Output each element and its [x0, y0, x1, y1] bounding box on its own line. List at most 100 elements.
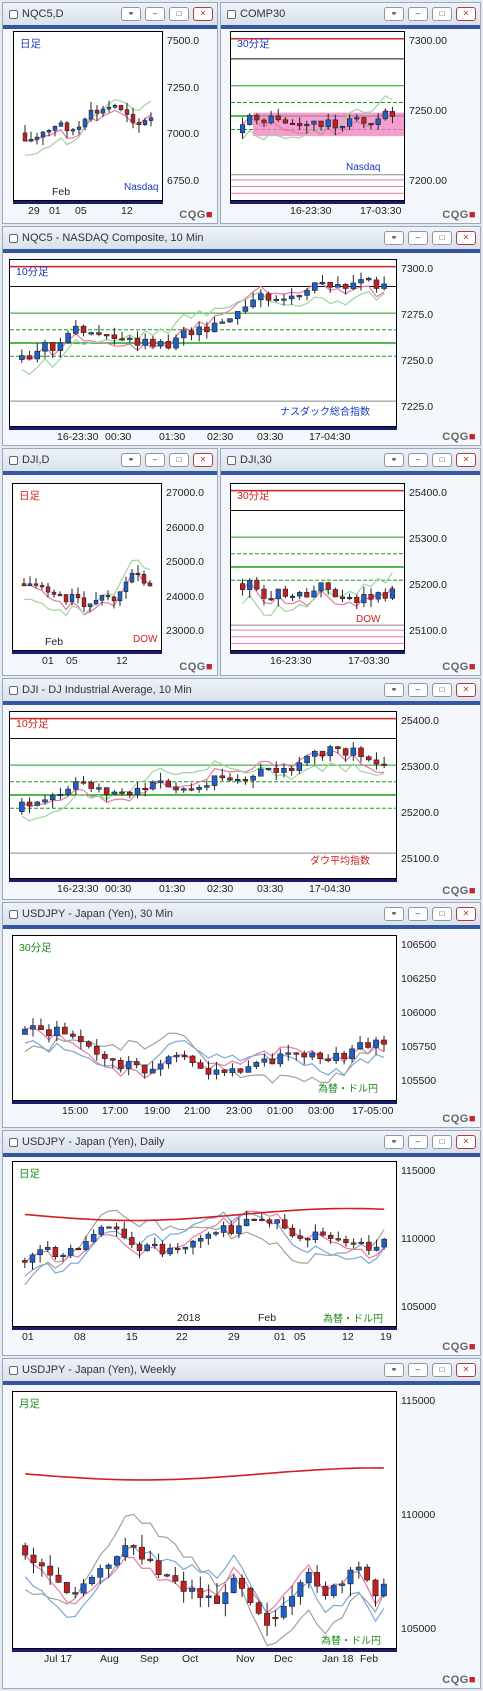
chart-window-nqc5_10[interactable]: NQC5 - NASDAQ Composite, 10 Min ⚭ ‒ □ ✕ 10分足ナ…	[2, 226, 481, 446]
window-titlebar[interactable]: NQC5 - NASDAQ Composite, 10 Min ⚭ ‒ □ ✕	[3, 227, 480, 249]
y-axis-label: 7300.0	[401, 263, 434, 275]
chart-plot-area[interactable]: 30分足 Nasdaq	[230, 31, 405, 201]
close-button[interactable]: ✕	[193, 7, 213, 21]
chart-window-usdjpy30[interactable]: USDJPY - Japan (Yen), 30 Min ⚭ ‒ □ ✕ 30分足 為替・ド…	[2, 902, 481, 1128]
candle	[172, 1575, 179, 1582]
candle	[258, 293, 264, 301]
minimize-button[interactable]: ‒	[408, 453, 428, 467]
candle	[297, 1235, 303, 1239]
candle	[293, 1052, 300, 1055]
candle	[365, 278, 372, 281]
maximize-button[interactable]: □	[169, 453, 189, 467]
candle	[245, 1066, 252, 1073]
maximize-button[interactable]: □	[169, 7, 189, 21]
candle	[296, 762, 303, 771]
candle	[125, 1061, 132, 1069]
candle	[364, 1566, 371, 1581]
candle	[264, 1613, 271, 1626]
minimize-button[interactable]: ‒	[408, 231, 428, 245]
maximize-button[interactable]: □	[432, 1363, 452, 1377]
maximize-button[interactable]: □	[432, 231, 452, 245]
candle	[81, 597, 87, 607]
maximize-button[interactable]: □	[432, 683, 452, 697]
window-titlebar[interactable]: DJI - DJ Industrial Average, 10 Min ⚭ ‒ □ ✕	[3, 679, 480, 701]
close-button[interactable]: ✕	[456, 683, 476, 697]
close-button[interactable]: ✕	[456, 231, 476, 245]
minimize-button[interactable]: ‒	[408, 907, 428, 921]
candle	[389, 111, 396, 117]
minimize-button[interactable]: ‒	[145, 453, 165, 467]
window-icon	[9, 1137, 18, 1147]
window-titlebar[interactable]: USDJPY - Japan (Yen), 30 Min ⚭ ‒ □ ✕	[3, 903, 480, 925]
chart-plot-area[interactable]: 日足 為替・ドル円 2018 Feb	[12, 1161, 397, 1327]
candle	[304, 123, 310, 127]
link-icon[interactable]: ⚭	[384, 231, 404, 245]
chart-window-nqc5d[interactable]: NQC5,D ⚭ ‒ □ ✕ 日足 Nasdaq Feb 7500.0 7250.0 7000.0 6…	[2, 2, 218, 224]
link-icon[interactable]: ⚭	[384, 7, 404, 21]
close-button[interactable]: ✕	[456, 907, 476, 921]
link-icon[interactable]: ⚭	[121, 7, 141, 21]
candle	[358, 747, 364, 758]
close-button[interactable]: ✕	[193, 453, 213, 467]
window-titlebar[interactable]: NQC5,D ⚭ ‒ □ ✕	[3, 3, 217, 25]
minimize-button[interactable]: ‒	[145, 7, 165, 21]
window-titlebar[interactable]: COMP30 ⚭ ‒ □ ✕	[221, 3, 480, 25]
minimize-button[interactable]: ‒	[408, 1135, 428, 1149]
chart-plot-area[interactable]: 月足 為替・ドル円	[12, 1391, 397, 1649]
chart-window-djid[interactable]: DJI,D ⚭ ‒ □ ✕ 日足 DOW Feb 27000.0 26000.0 25000.0 24…	[2, 448, 218, 676]
x-axis-label: 17-03:30	[360, 205, 402, 217]
link-icon[interactable]: ⚭	[384, 907, 404, 921]
candle	[332, 119, 338, 129]
chart-plot-area[interactable]: 10分足 ダウ平均指数	[9, 711, 397, 879]
long-moving-average-line	[25, 1467, 384, 1481]
window-titlebar[interactable]: DJI,D ⚭ ‒ □ ✕	[3, 449, 217, 471]
link-icon[interactable]: ⚭	[384, 453, 404, 467]
candle	[375, 592, 381, 600]
close-button[interactable]: ✕	[456, 7, 476, 21]
close-button[interactable]: ✕	[456, 1135, 476, 1149]
candle	[266, 1219, 273, 1224]
chart-window-dji30[interactable]: DJI,30 ⚭ ‒ □ ✕ 30分足 DOW 25400.0 25300.0 25200.0 25…	[220, 448, 481, 676]
close-button[interactable]: ✕	[456, 1363, 476, 1377]
link-icon[interactable]: ⚭	[384, 1363, 404, 1377]
candle	[361, 594, 367, 604]
minimize-button[interactable]: ‒	[408, 7, 428, 21]
x-axis-label: 23:00	[226, 1105, 253, 1117]
link-icon[interactable]: ⚭	[121, 453, 141, 467]
x-axis-label: 01:00	[267, 1105, 294, 1117]
candle	[173, 1055, 180, 1058]
price-chart	[231, 489, 404, 644]
candle	[375, 118, 381, 125]
maximize-button[interactable]: □	[432, 7, 452, 21]
link-icon[interactable]: ⚭	[384, 1135, 404, 1149]
close-button[interactable]: ✕	[456, 453, 476, 467]
candle	[64, 122, 70, 132]
y-axis-label: 7300.00	[409, 35, 447, 47]
chart-window-dji10[interactable]: DJI - DJ Industrial Average, 10 Min ⚭ ‒ □ ✕ 1…	[2, 678, 481, 900]
y-axis-label: 24000.0	[166, 590, 204, 603]
chart-plot-area[interactable]: 日足 Nasdaq Feb	[13, 31, 163, 201]
chart-plot-area[interactable]: 30分足 DOW	[230, 483, 405, 651]
chart-plot-area[interactable]: 30分足 為替・ドル円	[12, 935, 397, 1101]
chart-window-usdjpyw[interactable]: USDJPY - Japan (Yen), Weekly ⚭ ‒ □ ✕ 月足 為替・ドル円…	[2, 1358, 481, 1689]
candle	[46, 1029, 52, 1037]
chart-plot-area[interactable]: 日足 DOW Feb	[12, 483, 162, 651]
y-axis-label: 7000.0	[167, 128, 200, 141]
x-axis-label: 00:30	[105, 883, 132, 895]
candle	[52, 1247, 59, 1258]
window-titlebar[interactable]: USDJPY - Japan (Yen), Daily ⚭ ‒ □ ✕	[3, 1131, 480, 1153]
chart-window-usdjpyd[interactable]: USDJPY - Japan (Yen), Daily ⚭ ‒ □ ✕ 日足 為替・ドル円 2…	[2, 1130, 481, 1356]
minimize-button[interactable]: ‒	[408, 683, 428, 697]
link-icon[interactable]: ⚭	[384, 683, 404, 697]
chart-window-comp30[interactable]: COMP30 ⚭ ‒ □ ✕ 30分足 Nasdaq 7300.00 7250.00 7200.0…	[220, 2, 481, 224]
window-titlebar[interactable]: USDJPY - Japan (Yen), Weekly ⚭ ‒ □ ✕	[3, 1359, 480, 1381]
window-titlebar[interactable]: DJI,30 ⚭ ‒ □ ✕	[221, 449, 480, 471]
minimize-button[interactable]: ‒	[408, 1363, 428, 1377]
maximize-button[interactable]: □	[432, 907, 452, 921]
chart-plot-area[interactable]: 10分足 ナスダック総合指数	[9, 259, 397, 427]
maximize-button[interactable]: □	[432, 453, 452, 467]
candle	[347, 596, 353, 600]
candle	[22, 1028, 28, 1035]
maximize-button[interactable]: □	[432, 1135, 452, 1149]
instrument-note: 為替・ドル円	[318, 1084, 378, 1095]
